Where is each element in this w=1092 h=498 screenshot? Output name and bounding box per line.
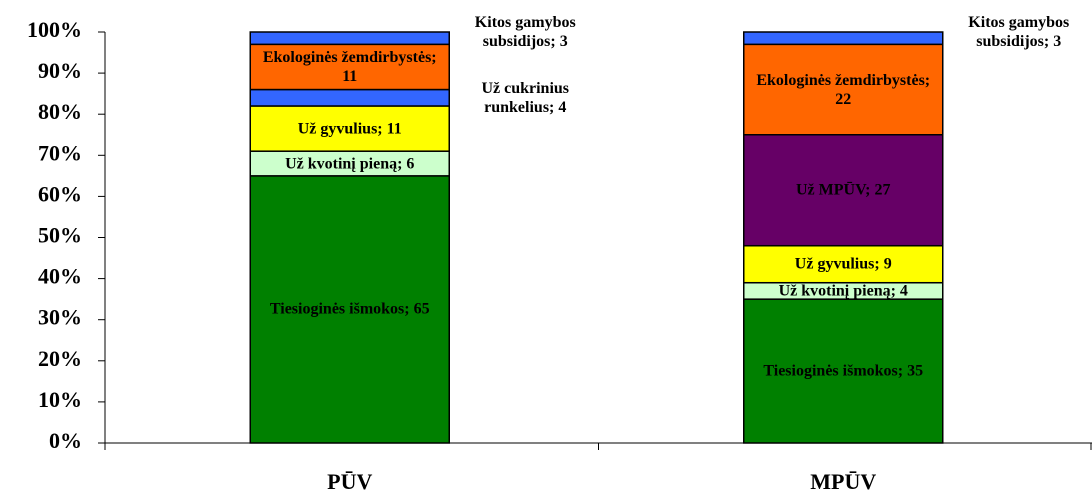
y-tick-label: 70%	[38, 140, 82, 165]
y-tick-label: 30%	[38, 305, 82, 330]
bar-segment	[743, 244, 944, 284]
bar-segment	[249, 88, 450, 107]
data-label: Už kvotinį pieną; 6	[285, 155, 415, 173]
y-tick-label: 40%	[38, 264, 82, 289]
data-label: Kitos gamybos subsidijos; 3	[474, 14, 576, 51]
bar-segment	[249, 150, 450, 177]
bar-segment	[743, 43, 944, 136]
bar-segment	[743, 134, 944, 247]
bar-segment	[249, 43, 450, 91]
y-tick-label: 80%	[38, 99, 82, 124]
data-label: Už kvotinį pieną; 4	[778, 282, 908, 300]
data-label: Ekologinės žemdirbystės; 11	[262, 48, 437, 85]
data-label: Tiesioginės išmokos; 65	[269, 300, 430, 318]
y-tick-label: 100%	[27, 17, 82, 42]
data-label: Kitos gamybos subsidijos; 3	[968, 14, 1070, 51]
y-tick-label: 60%	[38, 181, 82, 206]
data-label: Tiesioginės išmokos; 35	[763, 362, 924, 380]
bar-segment	[249, 175, 450, 444]
y-tick-label: 0%	[49, 428, 82, 453]
data-label: Už cukrinius runkelius; 4	[481, 79, 570, 116]
data-label: Už gyvulius; 9	[794, 255, 892, 273]
y-tick-label: 90%	[38, 58, 82, 83]
bar-segment	[743, 298, 944, 444]
y-tick-label: 50%	[38, 223, 82, 248]
x-tick-label: MPŪV	[810, 469, 876, 494]
y-tick-label: 20%	[38, 346, 82, 371]
data-label: Už MPŪV; 27	[796, 181, 891, 199]
y-tick-label: 10%	[38, 387, 82, 412]
data-label: Už gyvulius; 11	[297, 120, 402, 138]
bar-segment	[249, 31, 450, 46]
data-label: Ekologinės žemdirbystės; 22	[756, 71, 931, 108]
x-tick-label: PŪV	[327, 469, 372, 494]
bar-segment	[249, 105, 450, 152]
bar-segment	[743, 31, 944, 46]
